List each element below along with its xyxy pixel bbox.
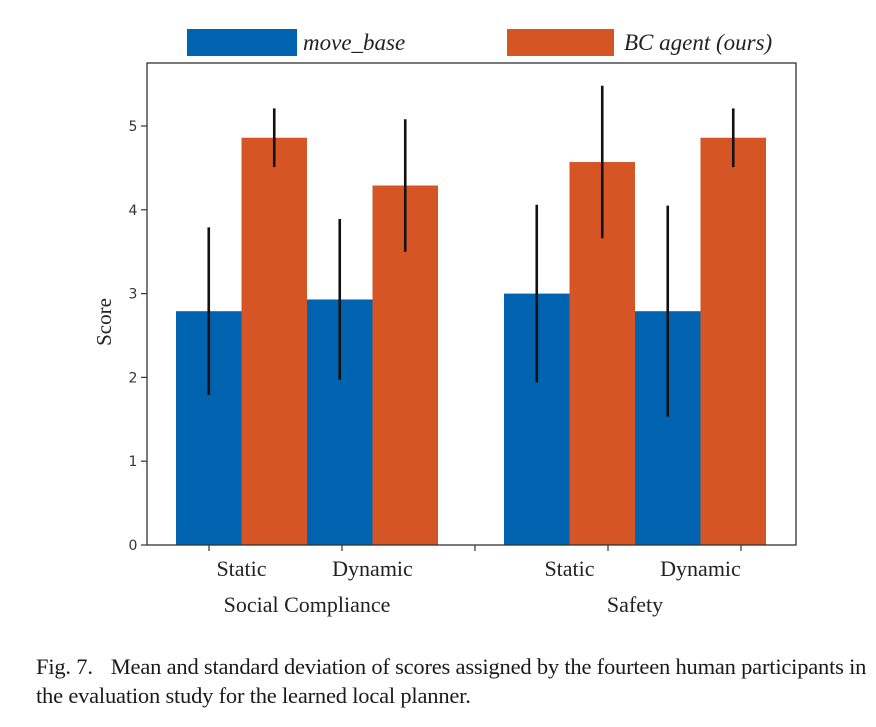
caption-label: Fig. 7. — [36, 654, 93, 679]
bars — [176, 137, 766, 546]
y-tick-label-4: 4 — [129, 203, 138, 219]
x-group-label-0: Social Compliance — [224, 592, 391, 617]
x-tick-label-static: Static — [216, 556, 266, 581]
x-group-label-1: Safety — [607, 592, 663, 617]
error-bars — [207, 85, 735, 417]
y-tick-label-0: 0 — [129, 538, 138, 554]
y-tick-label-2: 2 — [129, 370, 138, 386]
legend-label-bc-agent: BC agent (ours) — [624, 30, 772, 55]
y-tick-label-3: 3 — [129, 287, 138, 303]
x-axis: Static Dynamic Social Compliance Static Dyna… — [208, 545, 742, 617]
legend-swatch-move-base — [187, 29, 297, 56]
figure-caption: Fig. 7. Mean and standard deviation of sc… — [36, 652, 876, 710]
plot-frame — [146, 62, 797, 546]
y-tick-label-1: 1 — [129, 454, 138, 470]
bar-bc-agent-3 — [700, 137, 766, 545]
x-tick-label-dynamic: Dynamic — [660, 556, 741, 581]
legend: move_base BC agent (ours) — [187, 29, 772, 56]
bar-chart: move_base BC agent (ours) 0 1 2 3 4 5 Static Dy… — [92, 29, 797, 617]
bar-bc-agent-0 — [241, 137, 307, 545]
caption-text: Mean and standard deviation of scores as… — [36, 654, 867, 708]
y-axis-label: Score — [92, 298, 116, 346]
legend-swatch-bc-agent — [507, 29, 614, 56]
y-axis: 0 1 2 3 4 5 — [129, 119, 147, 554]
x-tick-label-dynamic: Dynamic — [332, 556, 413, 581]
y-tick-label-5: 5 — [129, 119, 138, 135]
x-tick-label-static: Static — [544, 556, 594, 581]
legend-label-move-base: move_base — [303, 30, 405, 55]
